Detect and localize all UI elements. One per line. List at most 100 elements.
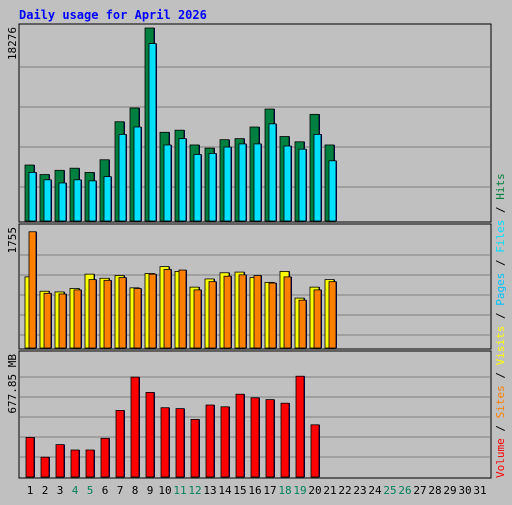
bar-sites-day-7 xyxy=(118,277,127,349)
bar-files-day-11 xyxy=(178,138,187,222)
bar-files-day-10 xyxy=(163,144,172,222)
legend-files: Files xyxy=(494,220,507,253)
x-tick-label: 30 xyxy=(458,484,471,497)
bar-volume-day-14 xyxy=(220,406,230,478)
bar-volume-day-1 xyxy=(25,437,35,478)
x-tick-label: 16 xyxy=(248,484,261,497)
bar-files-day-17 xyxy=(268,123,277,222)
bar-files-day-18 xyxy=(283,145,292,222)
x-tick-label: 9 xyxy=(147,484,154,497)
x-tick-label: 20 xyxy=(308,484,321,497)
bar-sites-day-20 xyxy=(313,289,322,349)
bar-sites-day-9 xyxy=(148,273,157,349)
bar-sites-day-13 xyxy=(208,281,217,349)
bar-files-day-3 xyxy=(58,182,67,222)
x-tick-label: 15 xyxy=(233,484,246,497)
bar-files-day-21 xyxy=(328,160,337,222)
x-tick-label: 25 xyxy=(383,484,396,497)
x-tick-label: 26 xyxy=(398,484,411,497)
bar-volume-day-4 xyxy=(70,449,80,478)
x-tick-label: 31 xyxy=(473,484,486,497)
legend-hits: Hits xyxy=(494,173,507,200)
legend-text: Volume / Sites / Visits / Pages / Files … xyxy=(494,173,507,478)
chart-title: Daily usage for April 2026 xyxy=(19,8,207,22)
bar-sites-day-19 xyxy=(298,299,307,349)
panel-volume: 677.85 MB xyxy=(6,350,492,479)
bar-files-day-5 xyxy=(88,180,97,222)
legend-separator: / xyxy=(494,306,507,326)
legend-visits: Visits xyxy=(494,326,507,366)
bar-volume-day-7 xyxy=(115,410,125,478)
bar-sites-day-16 xyxy=(253,275,262,349)
x-tick-label: 19 xyxy=(293,484,306,497)
bar-volume-day-16 xyxy=(250,397,260,478)
bar-sites-day-14 xyxy=(223,275,232,349)
bar-volume-day-2 xyxy=(40,456,50,478)
bar-sites-day-1 xyxy=(28,231,37,349)
bar-volume-day-20 xyxy=(310,424,320,478)
bar-volume-day-17 xyxy=(265,399,275,478)
series-sites xyxy=(28,231,337,349)
x-tick-label: 28 xyxy=(428,484,441,497)
bar-files-day-16 xyxy=(253,143,262,222)
bar-volume-day-15 xyxy=(235,393,245,478)
bar-files-day-15 xyxy=(238,143,247,222)
legend-separator: / xyxy=(494,418,507,438)
legend-pages: Pages xyxy=(494,273,507,306)
x-tick-label: 8 xyxy=(132,484,139,497)
bar-sites-day-3 xyxy=(58,293,67,349)
x-tick-label: 17 xyxy=(263,484,276,497)
series-volume xyxy=(25,375,320,478)
bar-sites-day-4 xyxy=(73,289,82,349)
bar-volume-day-19 xyxy=(295,375,305,478)
x-tick-label: 27 xyxy=(413,484,426,497)
bar-files-day-4 xyxy=(73,179,82,222)
legend: Volume / Sites / Visits / Pages / Files … xyxy=(494,173,507,478)
bar-files-day-19 xyxy=(298,148,307,222)
x-tick-label: 7 xyxy=(117,484,124,497)
bar-sites-day-11 xyxy=(178,269,187,349)
x-tick-label: 12 xyxy=(188,484,201,497)
legend-volume: Volume xyxy=(494,438,507,478)
bar-volume-day-10 xyxy=(160,407,170,478)
legend-separator: / xyxy=(494,200,507,220)
bar-sites-day-15 xyxy=(238,274,247,349)
bar-volume-day-3 xyxy=(55,444,65,478)
x-tick-label: 6 xyxy=(102,484,109,497)
bar-files-day-2 xyxy=(43,179,52,222)
bar-sites-day-12 xyxy=(193,289,202,349)
x-tick-label: 11 xyxy=(173,484,186,497)
bar-sites-day-5 xyxy=(88,279,97,349)
bar-files-day-7 xyxy=(118,134,127,222)
bar-files-day-12 xyxy=(193,154,202,222)
bar-volume-day-5 xyxy=(85,449,95,478)
legend-separator: / xyxy=(494,253,507,273)
bar-sites-day-10 xyxy=(163,268,172,349)
x-tick-label: 24 xyxy=(368,484,382,497)
bar-sites-day-17 xyxy=(268,282,277,349)
bar-files-day-14 xyxy=(223,146,232,222)
x-tick-label: 29 xyxy=(443,484,456,497)
series-files xyxy=(28,43,337,222)
bar-sites-day-2 xyxy=(43,292,52,349)
panel-pages_visits_sites: 1755 xyxy=(6,223,492,350)
y-scale-label: 677.85 MB xyxy=(6,354,19,414)
bar-sites-day-21 xyxy=(328,281,337,349)
x-tick-label: 3 xyxy=(57,484,64,497)
y-scale-label: 1755 xyxy=(6,227,19,254)
bar-sites-day-6 xyxy=(103,279,112,349)
bar-volume-day-12 xyxy=(190,419,200,478)
bar-sites-day-8 xyxy=(133,288,142,349)
bar-volume-day-6 xyxy=(100,437,110,478)
bar-volume-day-11 xyxy=(175,408,185,478)
bar-sites-day-18 xyxy=(283,276,292,349)
x-tick-label: 21 xyxy=(323,484,336,497)
x-tick-label: 18 xyxy=(278,484,291,497)
bar-volume-day-9 xyxy=(145,392,155,478)
x-tick-label: 23 xyxy=(353,484,366,497)
panel-hits_files: 18276 xyxy=(6,23,492,223)
bar-files-day-6 xyxy=(103,176,112,222)
bar-files-day-13 xyxy=(208,153,217,222)
